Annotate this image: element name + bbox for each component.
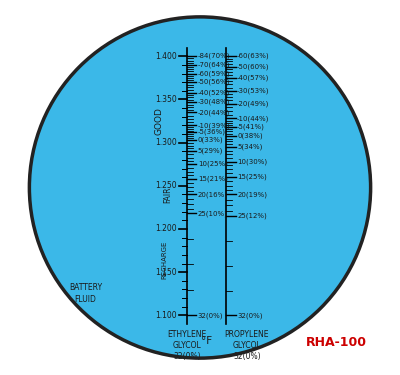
Text: 0(38%): 0(38%)	[237, 132, 263, 139]
Text: 15(25%): 15(25%)	[237, 174, 267, 180]
Text: -10(44%): -10(44%)	[237, 115, 270, 122]
Text: 1.350: 1.350	[155, 95, 177, 104]
Text: RHA-100: RHA-100	[306, 336, 367, 349]
Text: 20(19%): 20(19%)	[237, 191, 267, 198]
Text: 1.200: 1.200	[155, 225, 177, 234]
Circle shape	[29, 17, 371, 358]
Text: 32(0%): 32(0%)	[237, 312, 263, 319]
Text: -60(63%): -60(63%)	[237, 53, 270, 60]
Text: -40(52%): -40(52%)	[198, 89, 230, 96]
Text: -20(44%): -20(44%)	[198, 109, 230, 115]
Text: -70(64%): -70(64%)	[198, 62, 230, 68]
Text: 10(25%): 10(25%)	[198, 161, 228, 168]
Text: FAIR: FAIR	[164, 186, 173, 202]
Text: 0(33%): 0(33%)	[198, 137, 223, 143]
Text: -60(59%): -60(59%)	[198, 70, 230, 77]
Text: 1.100: 1.100	[155, 311, 177, 320]
Text: GOOD: GOOD	[154, 107, 163, 135]
Text: -30(48%): -30(48%)	[198, 99, 230, 105]
Text: 32(0%): 32(0%)	[198, 312, 223, 319]
Text: -84(70%): -84(70%)	[198, 53, 230, 60]
Text: ETHYLENE
GLYCOL
32(0%): ETHYLENE GLYCOL 32(0%)	[167, 330, 206, 361]
Text: 5(34%): 5(34%)	[237, 144, 262, 150]
Text: BATTERY
FLUID: BATTERY FLUID	[69, 284, 102, 304]
Text: 1.400: 1.400	[155, 52, 177, 61]
Text: RECHARGE: RECHARGE	[161, 241, 167, 279]
Text: -50(60%): -50(60%)	[237, 63, 270, 70]
Text: 1.250: 1.250	[155, 181, 177, 190]
Text: 25(12%): 25(12%)	[237, 213, 267, 219]
Text: 1.150: 1.150	[155, 268, 177, 277]
Text: 5(29%): 5(29%)	[198, 148, 223, 154]
Text: -50(56%): -50(56%)	[198, 79, 230, 86]
Polygon shape	[29, 17, 371, 358]
Text: 15(21%): 15(21%)	[198, 176, 228, 182]
Text: 10(30%): 10(30%)	[237, 158, 267, 165]
Text: °F: °F	[201, 336, 212, 346]
Text: 25(10%): 25(10%)	[198, 210, 228, 217]
Text: 20(16%): 20(16%)	[198, 191, 228, 198]
Text: 1.300: 1.300	[155, 138, 177, 147]
Text: PROPYLENE
GLYCOL
32(0%): PROPYLENE GLYCOL 32(0%)	[225, 330, 269, 361]
Text: -40(57%): -40(57%)	[237, 75, 270, 81]
Text: -5(36%): -5(36%)	[198, 129, 226, 135]
Text: -30(53%): -30(53%)	[237, 87, 270, 94]
Text: -10(39%): -10(39%)	[198, 122, 230, 129]
Text: -5(41%): -5(41%)	[237, 124, 265, 130]
Text: -20(49%): -20(49%)	[237, 100, 270, 107]
